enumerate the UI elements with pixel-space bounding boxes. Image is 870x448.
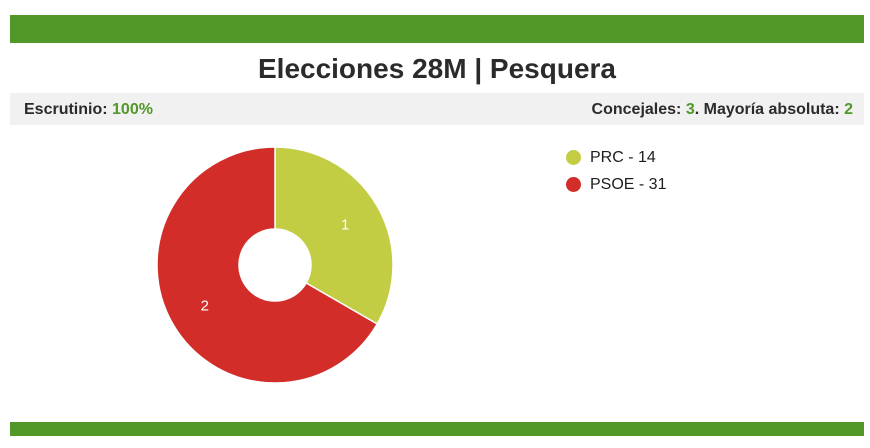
seats-donut-chart: 12 <box>156 146 394 384</box>
councillors-value: 3 <box>685 101 695 118</box>
donut-slice-psoe[interactable] <box>156 146 379 384</box>
slice-label-prc: 1 <box>341 217 349 234</box>
legend-swatch-psoe <box>566 177 581 192</box>
legend-item-prc[interactable]: PRC - 14 <box>566 144 666 171</box>
scrutiny-value: 100% <box>112 101 153 118</box>
legend-label-psoe: PSOE - 31 <box>590 175 667 193</box>
councillors-label: Concejales: <box>591 101 682 118</box>
majority-value: 2 <box>844 101 853 118</box>
chart-legend: PRC - 14 PSOE - 31 <box>566 144 666 198</box>
legend-item-psoe[interactable]: PSOE - 31 <box>566 171 666 198</box>
page-title: Elecciones 28M | Pesquera <box>257 53 616 84</box>
scrutiny-label: Escrutinio: <box>24 101 108 118</box>
slice-label-psoe: 2 <box>201 298 209 315</box>
legend-label-prc: PRC - 14 <box>590 148 656 166</box>
results-info-bar: Escrutinio: 100% Concejales: 3. Mayoría … <box>10 93 864 125</box>
councillors-info: Concejales: 3. Mayoría absoluta: 2 <box>592 101 853 119</box>
legend-swatch-prc <box>566 150 581 165</box>
top-banner-bar <box>10 15 864 43</box>
donut-slice-prc[interactable] <box>274 146 394 326</box>
bottom-banner-bar <box>10 422 864 436</box>
scrutiny-info: Escrutinio: 100% <box>24 101 153 119</box>
majority-label: . Mayoría absoluta: <box>694 101 840 118</box>
